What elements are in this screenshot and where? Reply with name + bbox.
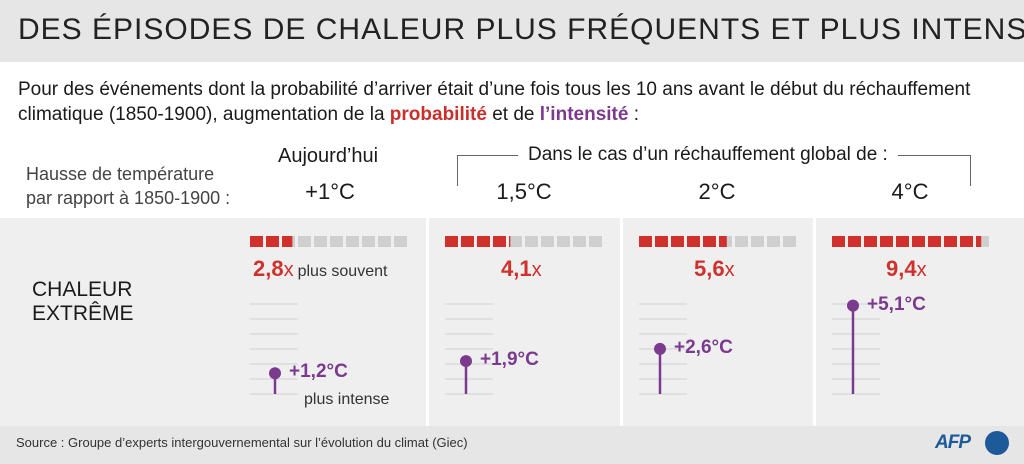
column-divider [426, 218, 429, 426]
frequency-segment-filled [719, 236, 727, 247]
frequency-segment-filled [944, 236, 957, 247]
intro-text: Pour des événements dont la probabilité … [18, 77, 1008, 127]
afp-logo-dot [985, 431, 1009, 455]
category-line-1: CHALEUR [32, 278, 133, 301]
frequency-unit: x [283, 259, 294, 281]
frequency-segment-filled [912, 236, 925, 247]
frequency-segment-filled [880, 236, 893, 247]
intensity-label-3: +2,6°C [674, 336, 733, 358]
intro-part-2: et de [486, 104, 540, 125]
frequency-value: 5,6x [694, 256, 735, 281]
frequency-segment-filled [976, 236, 982, 247]
frequency-segment-empty [378, 236, 391, 247]
frequency-segment-empty [314, 236, 327, 247]
frequency-number: 9,4 [886, 256, 917, 281]
frequency-segment-filled [445, 236, 458, 247]
frequency-segment-empty [783, 236, 796, 247]
intensity-dot [460, 355, 472, 368]
bracket-label: Dans le cas d’un réchauffement global de… [518, 144, 898, 166]
column-divider [620, 218, 623, 426]
frequency-segment-filled [655, 236, 668, 247]
row-label-line-2: par rapport à 1850-1900 : [26, 188, 231, 208]
frequency-segment-filled [671, 236, 684, 247]
frequency-segment-filled [848, 236, 861, 247]
intro-part-3: : [628, 104, 639, 125]
frequency-segment-filled [477, 236, 490, 247]
today-label: Aujourd’hui [278, 145, 379, 167]
frequency-segment-empty [573, 236, 586, 247]
frequency-label-1: 2,8x plus souvent [253, 256, 387, 282]
frequency-segment-empty [330, 236, 343, 247]
frequency-segment-empty [557, 236, 570, 247]
frequency-segment-filled [687, 236, 700, 247]
intensity-dot [654, 342, 666, 355]
frequency-unit: x [916, 259, 927, 281]
frequency-segment-empty [751, 236, 764, 247]
frequency-segment-filled [461, 236, 474, 247]
frequency-segment-filled [639, 236, 652, 247]
footer-bar [0, 426, 1024, 464]
frequency-value: 9,4x [886, 256, 927, 281]
frequency-segment-empty [735, 236, 748, 247]
intensity-label-4: +5,1°C [867, 293, 926, 315]
column-divider [813, 218, 816, 426]
frequency-segment-filled [864, 236, 877, 247]
frequency-number: 4,1 [501, 256, 532, 281]
frequency-note: plus souvent [297, 263, 388, 280]
intensity-note: plus intense [304, 391, 390, 408]
frequency-segment-empty [298, 236, 311, 247]
afp-logo: AFP [935, 432, 971, 453]
frequency-unit: x [724, 259, 735, 281]
frequency-unit: x [531, 259, 542, 281]
frequency-label-2: 4,1x [501, 256, 542, 282]
frequency-label-3: 5,6x [694, 256, 735, 282]
frequency-number: 2,8 [253, 256, 284, 281]
row-label-line-1: Hausse de température [26, 164, 215, 184]
frequency-number: 5,6 [694, 256, 725, 281]
frequency-segment-filled [250, 236, 263, 247]
frequency-segment-empty [976, 236, 989, 247]
intensity-dot [269, 367, 281, 380]
intensity-label-2: +1,9°C [480, 349, 539, 371]
temperature-row-label: Hausse de température par rapport à 1850… [26, 162, 230, 210]
temp-label-2: 1,5°C [496, 179, 552, 204]
category-line-2: EXTRÊME [32, 302, 134, 325]
frequency-segment-filled [266, 236, 279, 247]
frequency-segment-empty [541, 236, 554, 247]
frequency-segment-filled [703, 236, 716, 247]
frequency-segment-filled [928, 236, 941, 247]
frequency-segment-filled [509, 236, 511, 247]
frequency-segment-empty [346, 236, 359, 247]
frequency-segment-filled [282, 236, 293, 247]
intro-part-1: Pour des événements dont la probabilité … [18, 79, 971, 125]
intensity-label-1: +1,2°C [289, 361, 348, 383]
frequency-segment-filled [960, 236, 973, 247]
frequency-segment-empty [394, 236, 407, 247]
frequency-value: 2,8x [253, 256, 294, 281]
page-title: DES ÉPISODES DE CHALEUR PLUS FRÉQUENTS E… [18, 13, 1024, 46]
frequency-segment-empty [525, 236, 538, 247]
frequency-segment-filled [896, 236, 909, 247]
frequency-segment-filled [493, 236, 506, 247]
temp-label-3: 2°C [698, 179, 736, 204]
temp-label-4: 4°C [891, 179, 929, 204]
frequency-value: 4,1x [501, 256, 542, 281]
frequency-segment-filled [832, 236, 845, 247]
intro-probability: probabilité [389, 104, 487, 125]
category-label: CHALEUR EXTRÊME [32, 278, 134, 326]
frequency-label-4: 9,4x [886, 256, 927, 282]
frequency-segment-empty [767, 236, 780, 247]
frequency-segment-empty [589, 236, 602, 247]
title-bar [0, 0, 1024, 62]
source-text: Source : Groupe d’experts intergouvernem… [16, 435, 468, 450]
intensity-dot [847, 299, 859, 312]
frequency-segment-empty [509, 236, 522, 247]
frequency-segment-empty [362, 236, 375, 247]
temp-label-1: +1°C [305, 179, 355, 204]
intro-intensity: l’intensité [539, 104, 629, 125]
